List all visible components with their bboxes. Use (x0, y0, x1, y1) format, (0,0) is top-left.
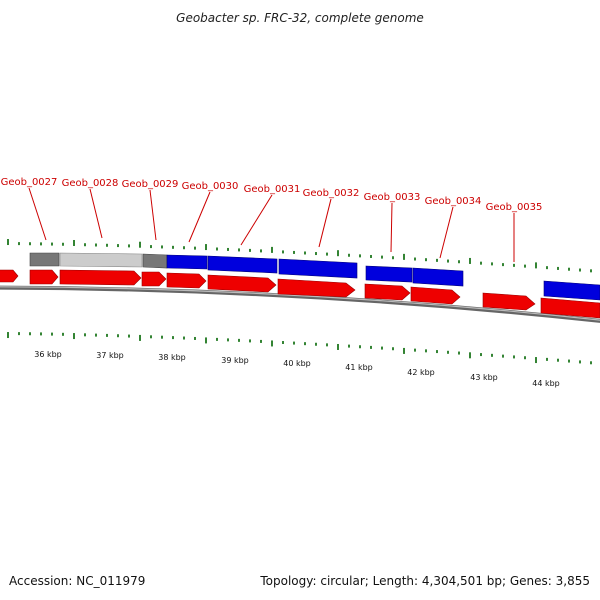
gene-label[interactable]: Geob_0027 (1, 177, 58, 188)
accession-text: Accession: NC_011979 (9, 574, 146, 588)
gene-arrow[interactable] (166, 272, 207, 289)
leader-line (28, 187, 47, 241)
kbp-label: 44 kbp (532, 379, 560, 388)
gene-label[interactable]: Geob_0032 (303, 188, 360, 199)
feature-track-lower (29, 269, 600, 319)
genome-summary-text: Topology: circular; Length: 4,304,501 bp… (260, 574, 590, 588)
gene-block[interactable] (142, 253, 168, 269)
leader-line (89, 188, 103, 239)
gene-arrow[interactable] (410, 286, 461, 305)
kbp-label: 42 kbp (407, 368, 435, 377)
gene-block[interactable] (166, 254, 208, 270)
gene-label-group[interactable]: Geob_0030 (182, 181, 239, 243)
genome-backbone (0, 285, 600, 323)
leader-line (240, 194, 273, 246)
gene-label-group[interactable]: Geob_0031 (240, 184, 301, 246)
lower-tick-track (7, 332, 592, 365)
gene-label[interactable]: Geob_0030 (182, 181, 239, 192)
map-title: Geobacter sp. FRC-32, complete genome (176, 11, 424, 25)
gene-label-group[interactable]: Geob_0032 (303, 188, 360, 248)
gene-arrow[interactable] (277, 278, 356, 298)
kbp-scale: 36 kbp 37 kbp 38 kbp 39 kbp 40 kbp 41 kbp 42 k… (34, 350, 560, 388)
gene-block[interactable] (59, 252, 143, 268)
gene-label-group[interactable]: Geob_0035 (486, 202, 543, 262)
kbp-label: 39 kbp (221, 356, 249, 365)
gene-label-layer: Geob_0027 Geob_0028 Geob_0029 Geob_0030 Geob… (1, 177, 543, 262)
gene-block[interactable] (543, 280, 600, 301)
gene-arrow[interactable] (364, 283, 411, 301)
leader-line (390, 202, 393, 253)
feature-track-upper (0, 252, 600, 301)
gene-label[interactable]: Geob_0033 (364, 192, 421, 203)
gene-block[interactable] (365, 265, 413, 283)
gene-arrow[interactable] (540, 297, 600, 319)
gene-label-group[interactable]: Geob_0028 (62, 178, 119, 239)
gene-block[interactable] (0, 269, 19, 283)
gene-label-group[interactable]: Geob_0029 (122, 179, 179, 241)
leader-line (318, 198, 332, 248)
leader-line (149, 189, 157, 241)
kbp-label: 36 kbp (34, 350, 62, 359)
gene-block[interactable] (278, 258, 358, 279)
gene-block[interactable] (412, 267, 464, 287)
kbp-label: 43 kbp (470, 373, 498, 382)
gene-arrow[interactable] (482, 292, 536, 311)
leader-line (439, 206, 454, 259)
gene-arrow[interactable] (29, 269, 59, 285)
gene-label[interactable]: Geob_0034 (425, 196, 482, 207)
gene-label[interactable]: Geob_0035 (486, 202, 543, 213)
kbp-label: 37 kbp (96, 351, 124, 360)
gene-label-group[interactable]: Geob_0034 (425, 196, 482, 259)
kbp-label: 40 kbp (283, 359, 311, 368)
gene-label[interactable]: Geob_0029 (122, 179, 179, 190)
gene-label-group[interactable]: Geob_0027 (1, 177, 58, 241)
gene-block[interactable] (29, 252, 60, 267)
upper-tick-track (7, 239, 592, 273)
gene-label-group[interactable]: Geob_0033 (364, 192, 421, 253)
gene-block[interactable] (207, 255, 278, 274)
gene-arrow[interactable] (59, 269, 142, 286)
kbp-label: 38 kbp (158, 353, 186, 362)
gene-arrow[interactable] (141, 271, 167, 287)
gene-label[interactable]: Geob_0028 (62, 178, 119, 189)
kbp-label: 41 kbp (345, 363, 373, 372)
leader-line (188, 191, 211, 243)
gene-label[interactable]: Geob_0031 (244, 184, 301, 195)
gene-arrow[interactable] (207, 274, 277, 293)
